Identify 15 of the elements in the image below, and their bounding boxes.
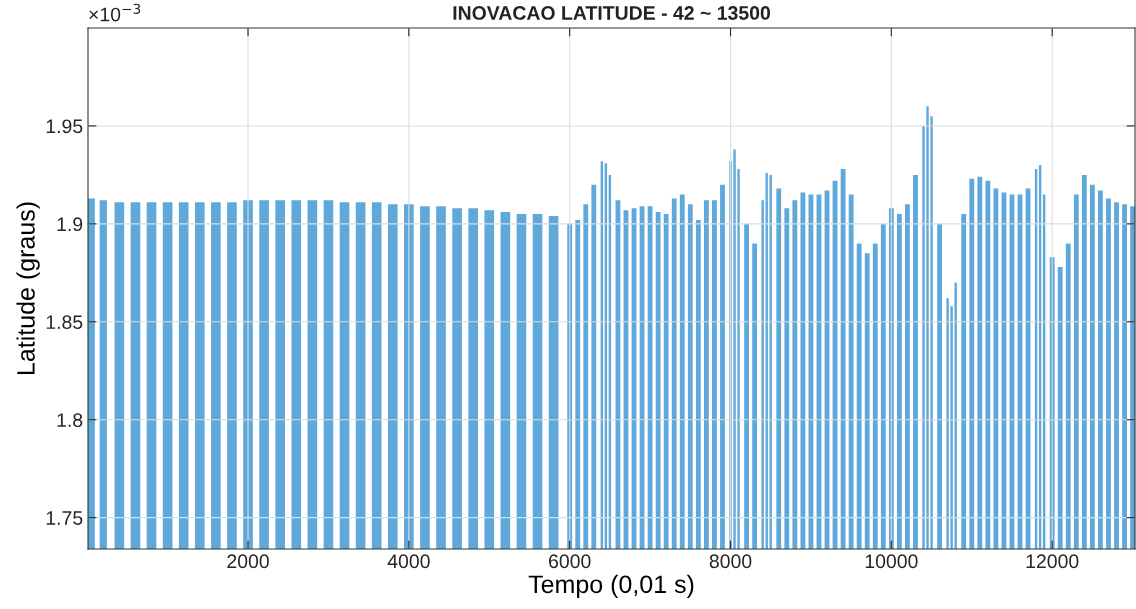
x-axis-title: Tempo (0,01 s) [528,574,694,599]
y-tick-label: 1.85 [46,315,83,330]
x-tick-label: 12000 [1026,554,1079,569]
y-tick-label: 1.8 [57,413,83,427]
y-tick-label: 1.95 [46,119,83,134]
x-tick-label: 10000 [865,554,918,569]
x-tick-label: 6000 [549,554,591,569]
chart-title: INOVACAO LATITUDE - 42 ~ 13500 [453,6,770,20]
y-axis-title: Latitude (graus) [16,202,40,374]
x-tick-label: 4000 [387,554,430,569]
x-tick-label: 8000 [709,554,752,569]
y-tick-label: 1.9 [57,217,83,232]
y-tick-label: 1.75 [46,511,83,525]
text: ×10$^{−3}$ [89,3,141,22]
x-tick-label: 2000 [227,554,269,569]
